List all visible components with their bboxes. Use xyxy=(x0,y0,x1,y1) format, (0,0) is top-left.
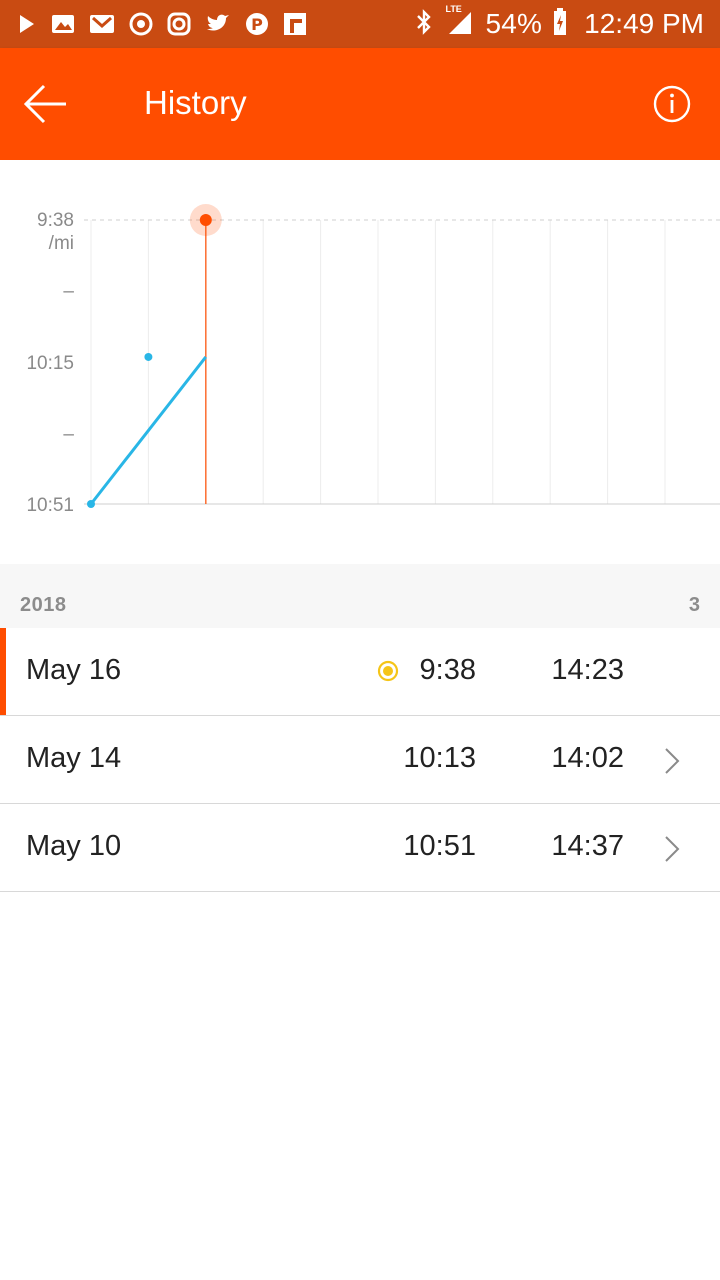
best-pace-icon xyxy=(377,660,399,682)
page-title: History xyxy=(144,84,247,121)
y-minor-tick-label: – xyxy=(63,424,74,445)
highlight-point xyxy=(199,214,212,226)
svg-text:P: P xyxy=(251,15,263,34)
run-pace: 10:51 xyxy=(403,830,476,862)
y-tick-label: 10:15 xyxy=(26,353,74,374)
y-axis-unit: /mi xyxy=(49,233,74,254)
year-label: 2018 xyxy=(20,594,67,616)
run-date: May 10 xyxy=(26,830,122,862)
data-point xyxy=(144,352,153,361)
info-icon xyxy=(652,85,692,128)
clock: 12:49 PM xyxy=(584,8,704,39)
history-list: May 16 9:38 14:23 May 14 10:13 14:02 May… xyxy=(0,628,720,892)
run-date: May 14 xyxy=(26,742,122,774)
run-count: 3 xyxy=(688,594,700,616)
battery-percent: 54% xyxy=(485,8,543,39)
run-duration: 14:02 xyxy=(551,742,624,774)
run-date: May 16 xyxy=(26,654,122,686)
instagram-icon xyxy=(166,11,192,37)
y-tick-label: 9:38 xyxy=(37,210,74,231)
series-line xyxy=(89,356,207,505)
run-duration: 14:37 xyxy=(551,830,624,862)
chart-y-axis-labels: 9:38 /mi – 10:15 – 10:51 xyxy=(26,210,74,516)
run-pace: 10:13 xyxy=(403,742,476,774)
run-pace: 9:38 xyxy=(419,654,476,686)
info-button[interactable] xyxy=(652,84,692,124)
list-item[interactable]: May 10 10:51 14:37 xyxy=(0,804,720,892)
notification-icons: P xyxy=(16,8,308,40)
gmail-icon xyxy=(88,11,116,37)
chart-grid xyxy=(84,219,720,505)
data-point xyxy=(87,500,95,508)
y-tick-label: 10:51 xyxy=(26,495,74,516)
pace-chart-svg: 9:38 /mi – 10:15 – 10:51 xyxy=(26,204,720,516)
year-section-header: 2018 3 xyxy=(0,564,720,628)
signal-icon: LTE xyxy=(445,4,475,41)
run-duration: 14:23 xyxy=(551,654,624,686)
chevron-right-icon xyxy=(662,746,682,776)
network-type-label: LTE xyxy=(445,3,462,14)
system-status: LTE 54% 12:49 PM xyxy=(413,0,704,48)
status-bar: P LTE 54% 12:49 PM xyxy=(0,0,720,48)
app-bar: History xyxy=(0,48,720,160)
arrow-left-icon xyxy=(22,84,70,130)
play-store-icon xyxy=(16,11,38,37)
list-item[interactable]: May 14 10:13 14:02 xyxy=(0,716,720,804)
flipboard-icon xyxy=(282,11,308,37)
bluetooth-icon xyxy=(413,8,435,41)
pinterest-icon: P xyxy=(244,11,270,37)
pace-chart[interactable]: 9:38 /mi – 10:15 – 10:51 xyxy=(0,160,720,564)
chevron-right-icon xyxy=(662,834,682,864)
sync-icon xyxy=(128,11,154,37)
gallery-icon xyxy=(50,11,76,37)
back-button[interactable] xyxy=(22,82,70,126)
list-item[interactable]: May 16 9:38 14:23 xyxy=(0,628,720,716)
twitter-icon xyxy=(204,11,232,37)
y-minor-tick-label: – xyxy=(63,281,74,302)
battery-icon xyxy=(552,7,568,42)
chart-series xyxy=(87,204,222,508)
